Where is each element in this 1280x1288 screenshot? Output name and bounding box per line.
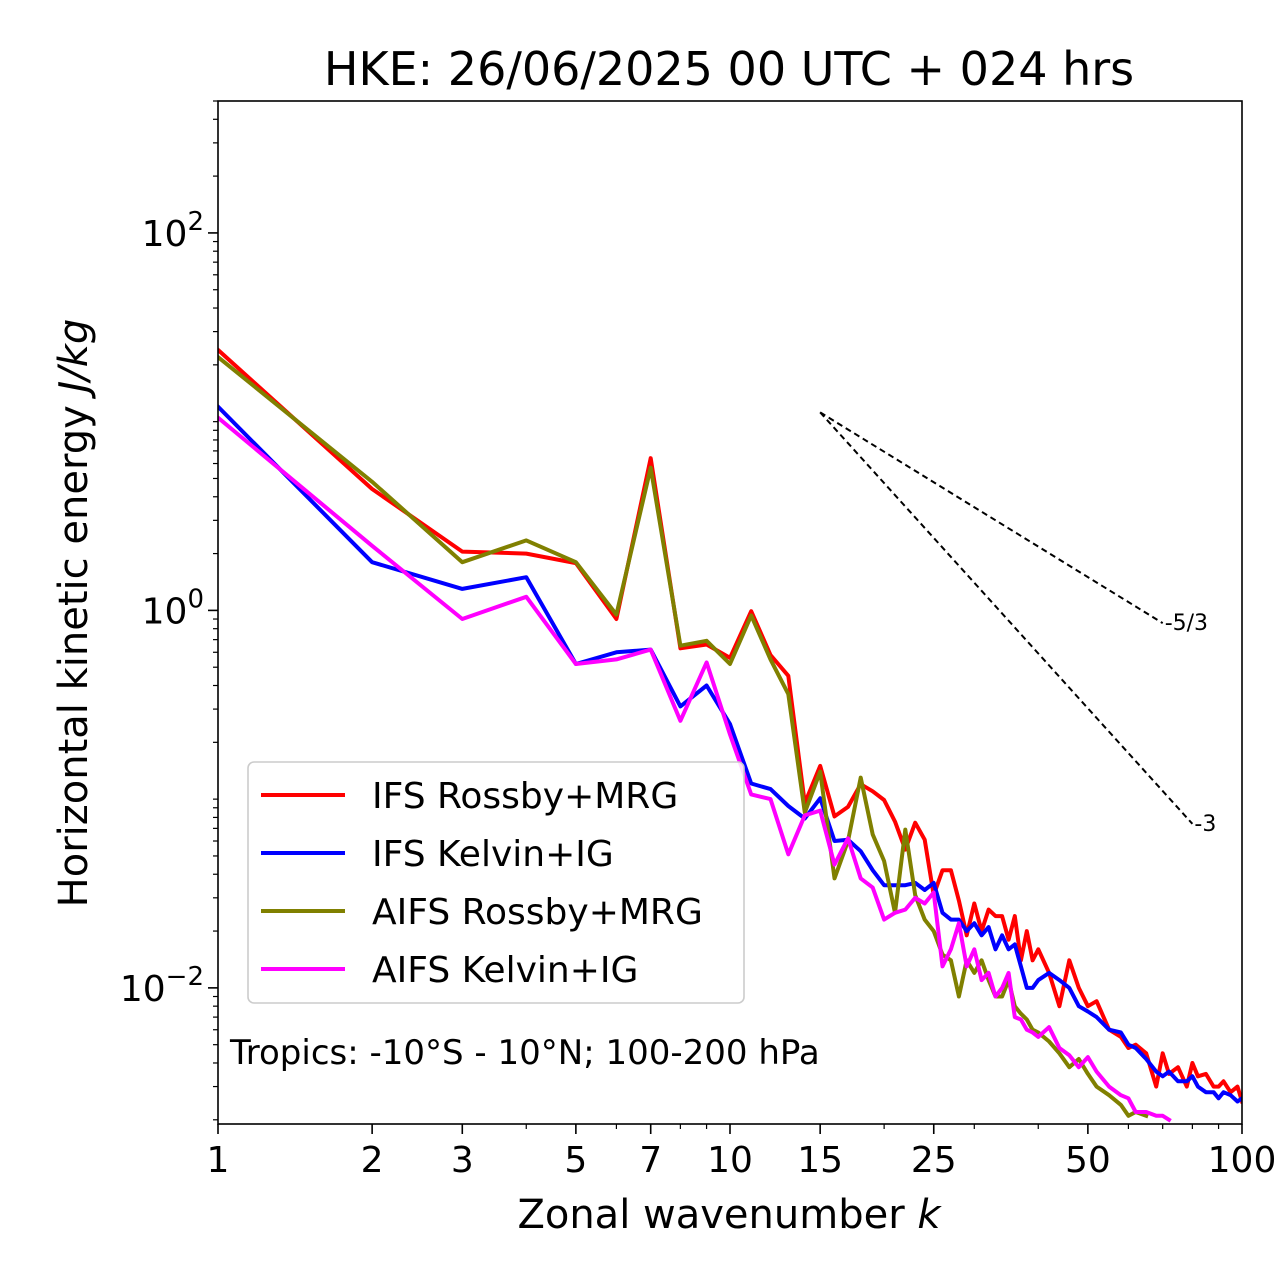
legend: IFS Rossby+MRG IFS Kelvin+IG AIFS Rossby+M… [247,761,745,1004]
y-axis-label: Horizontal kinetic energy J/kg [51,319,97,908]
chart-title: HKE: 26/06/2025 00 UTC + 024 hrs [324,42,1134,96]
y-tick-label: 10−2 [120,962,204,1010]
x-axis-label-variable: k [917,1192,942,1238]
reference-slope-label-0: -5/3 [1165,611,1208,636]
legend-box [247,761,745,1004]
y-tick-label: 102 [142,207,204,255]
x-axis-label-text: Zonal wavenumber [517,1192,905,1238]
series-line-1 [218,403,1242,1104]
x-tick-label: 100 [1208,1140,1277,1181]
x-tick-label: 15 [797,1140,843,1181]
x-tick-label: 10 [707,1140,753,1181]
x-axis-label: Zonal wavenumber k [517,1192,942,1238]
y-axis-label-unit: J/kg [51,319,97,400]
x-tick-label: 7 [639,1140,662,1181]
legend-label-0: IFS Rossby+MRG [372,776,678,817]
reference-slope-label-1: -3 [1194,812,1216,837]
plot-frame [217,100,1243,1125]
y-tick-label: 100 [142,584,204,632]
reference-slope-line-0 [819,411,1164,624]
x-tick-label: 2 [361,1140,384,1181]
series-line-3 [218,415,1172,1123]
reference-slope-line-1 [819,411,1194,825]
x-tick-label: 50 [1065,1140,1111,1181]
axis-ticks: 1 2 3 5 7 10 15 25 50 100 102 100 10−2 [120,100,1277,1181]
legend-label-2: AIFS Rossby+MRG [372,892,703,933]
legend-label-3: AIFS Kelvin+IG [372,950,638,991]
x-tick-label: 3 [451,1140,474,1181]
x-tick-label: 1 [207,1140,230,1181]
plot-area [218,347,1242,1123]
region-annotation: Tropics: -10°S - 10°N; 100-200 hPa [229,1033,820,1073]
x-tick-label: 5 [564,1140,587,1181]
y-axis-label-text: Horizontal kinetic energy [51,405,97,907]
x-tick-label: 25 [911,1140,957,1181]
legend-label-1: IFS Kelvin+IG [372,834,614,875]
